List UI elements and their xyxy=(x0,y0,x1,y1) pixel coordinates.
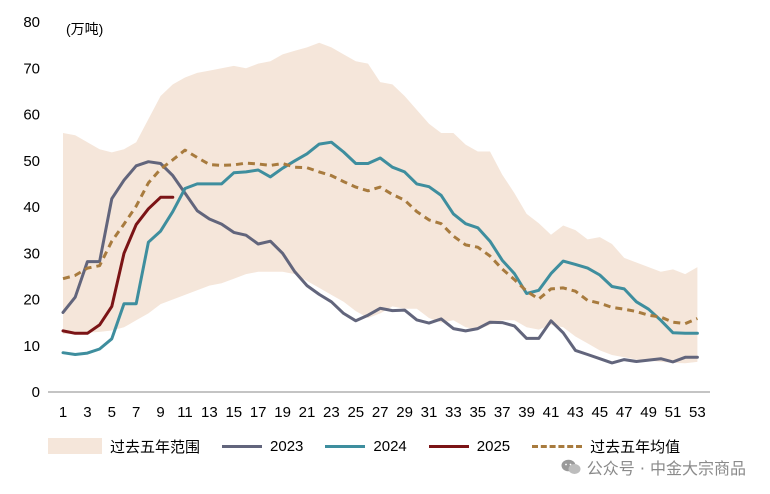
y-tick-label: 30 xyxy=(23,245,40,262)
legend-label-2024: 2024 xyxy=(373,437,407,455)
x-tick-label: 17 xyxy=(250,404,267,421)
band-layer xyxy=(63,42,698,364)
y-tick-label: 50 xyxy=(23,153,40,170)
y-tick-label: 60 xyxy=(23,107,40,124)
x-tick-label: 39 xyxy=(518,404,535,421)
legend-swatch-band xyxy=(48,438,102,454)
x-tick-label: 41 xyxy=(543,404,560,421)
x-tick-label: 29 xyxy=(396,404,413,421)
x-tick-label: 1 xyxy=(59,404,67,421)
x-tick-label: 23 xyxy=(323,404,340,421)
x-tick-label: 31 xyxy=(421,404,438,421)
x-tick-label: 11 xyxy=(177,404,193,421)
x-tick-label: 53 xyxy=(689,404,706,421)
legend-label-band: 过去五年范围 xyxy=(110,438,201,456)
legend-label-2023: 2023 xyxy=(270,437,304,455)
watermark-text: 公众号 · 中金大宗商品 xyxy=(586,459,746,478)
watermark: 公众号 · 中金大宗商品 xyxy=(561,455,746,479)
unit-label: (万吨) xyxy=(66,21,103,37)
x-tick-label: 19 xyxy=(274,404,291,421)
legend-item-2025: 2025 xyxy=(428,437,511,455)
x-tick-label: 51 xyxy=(665,404,682,421)
x-tick-label: 21 xyxy=(299,404,316,421)
legend-swatch-2025 xyxy=(428,444,469,448)
legend-swatch-2024 xyxy=(325,444,366,448)
series-line-2023 xyxy=(61,160,699,365)
x-tick-label: 3 xyxy=(83,404,91,421)
legend-label-avg: 过去五年均值 xyxy=(590,438,681,456)
series-line-2025 xyxy=(61,195,175,335)
y-tick-label: 0 xyxy=(32,384,40,401)
legend-item-band: 过去五年范围 xyxy=(48,436,200,457)
x-tick-label: 13 xyxy=(201,404,218,421)
x-tick-label: 37 xyxy=(494,404,511,421)
legend: 过去五年范围 2023 2024 2025 过去五年均值 xyxy=(48,434,702,458)
series-layer xyxy=(61,140,699,365)
series-line-2024 xyxy=(61,140,699,356)
legend-label-2025: 2025 xyxy=(476,437,511,455)
x-tick-label: 33 xyxy=(445,404,462,421)
x-tick-label: 15 xyxy=(225,404,242,421)
x-tick-label: 27 xyxy=(372,404,389,421)
legend-item-2023: 2023 xyxy=(222,438,303,455)
y-tick-label: 10 xyxy=(23,338,40,355)
x-tick-label: 43 xyxy=(567,404,584,421)
y-tick-label: 20 xyxy=(23,292,40,309)
wechat-icon xyxy=(561,459,581,474)
legend-swatch-avg xyxy=(532,444,583,448)
x-tick-label: 7 xyxy=(132,404,140,421)
x-tick-label: 9 xyxy=(156,404,164,421)
y-tick-label: 40 xyxy=(23,199,40,216)
legend-swatch-2023 xyxy=(222,444,263,448)
x-tick-label: 5 xyxy=(108,404,116,421)
x-tick-label: 25 xyxy=(347,404,364,421)
y-tick-label: 80 xyxy=(23,14,40,31)
legend-item-avg: 过去五年均值 xyxy=(532,436,680,457)
legend-item-2024: 2024 xyxy=(325,437,407,455)
band-five-year-range xyxy=(63,42,698,364)
y-tick-label: 70 xyxy=(23,60,40,77)
y-ticks: 0 10 20 30 40 50 60 70 80 xyxy=(23,14,40,401)
x-tick-label: 47 xyxy=(616,404,633,421)
x-ticks: 1 3 5 7 9 11 13 15 17 19 21 23 25 27 29 31 33 35 37 39 41 43 4… xyxy=(59,404,706,421)
series-line-avg xyxy=(62,148,698,326)
x-tick-label: 35 xyxy=(469,404,486,421)
x-tick-label: 45 xyxy=(591,404,608,421)
x-tick-label: 49 xyxy=(640,404,657,421)
